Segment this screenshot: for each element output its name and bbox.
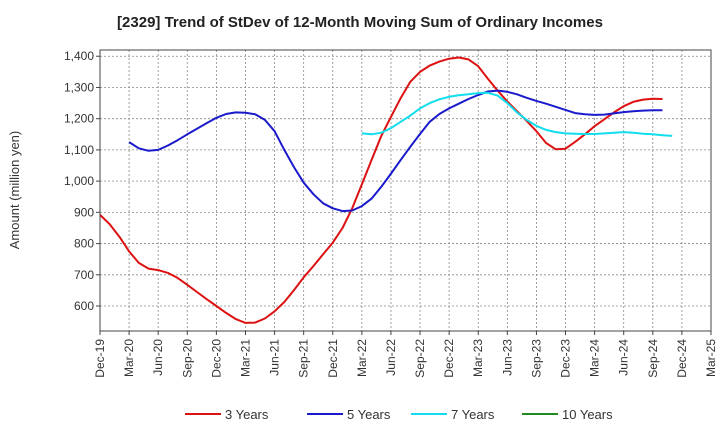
series-line-3-years xyxy=(99,56,663,324)
x-tick-label: Mar-21 xyxy=(238,339,252,377)
y-tick-label: 1,100 xyxy=(64,143,94,157)
x-tick-label: Dec-21 xyxy=(326,339,340,378)
plot-area xyxy=(100,50,711,331)
series-line-5-years xyxy=(128,89,663,213)
x-tick-label: Dec-24 xyxy=(675,339,689,378)
legend: 3 Years 5 Years 7 Years 10 Years xyxy=(185,407,613,422)
x-tick-label: Mar-25 xyxy=(704,339,718,377)
y-tick-label: 800 xyxy=(74,237,94,251)
x-tick-label: Jun-21 xyxy=(268,339,282,376)
y-tick-label: 600 xyxy=(74,299,94,313)
legend-label: 5 Years xyxy=(347,407,391,422)
y-tick-label: 900 xyxy=(74,205,94,219)
x-axis: Dec-19 Mar-20 Jun-20 Sep-20 Dec-20 Mar-21 Jun-… xyxy=(93,331,718,378)
x-tick-label: Mar-24 xyxy=(588,339,602,377)
x-tick-label: Sep-20 xyxy=(180,339,194,378)
x-tick-label: Jun-20 xyxy=(151,339,165,376)
plot-border xyxy=(99,49,712,332)
y-tick-label: 1,400 xyxy=(64,49,94,63)
y-tick-label: 1,200 xyxy=(64,112,94,126)
legend-label: 7 Years xyxy=(451,407,495,422)
x-tick-label: Mar-22 xyxy=(355,339,369,377)
chart-title: [2329] Trend of StDev of 12-Month Moving… xyxy=(117,14,603,31)
y-tick-label: 700 xyxy=(74,268,94,282)
grid-lines xyxy=(100,50,711,331)
x-tick-label: Dec-23 xyxy=(559,339,573,378)
x-tick-label: Mar-20 xyxy=(122,339,136,377)
x-tick-label: Jun-22 xyxy=(384,339,398,376)
legend-label: 10 Years xyxy=(562,407,613,422)
x-tick-label: Dec-19 xyxy=(93,339,107,378)
series-line-7-years xyxy=(361,91,673,137)
y-axis-label: Amount (million yen) xyxy=(7,131,22,250)
x-tick-label: Sep-22 xyxy=(413,339,427,378)
x-tick-label: Mar-23 xyxy=(471,339,485,377)
x-tick-label: Sep-21 xyxy=(297,339,311,378)
y-tick-label: 1,300 xyxy=(64,80,94,94)
y-axis: 600 700 800 900 1,000 1,100 1,200 1,300 1,400 xyxy=(64,49,100,313)
x-tick-label: Dec-22 xyxy=(442,339,456,378)
x-tick-label: Jun-23 xyxy=(500,339,514,376)
x-tick-label: Dec-20 xyxy=(209,339,223,378)
x-tick-label: Sep-23 xyxy=(529,339,543,378)
x-tick-label: Jun-24 xyxy=(617,339,631,376)
x-tick-label: Sep-24 xyxy=(646,339,660,378)
series-lines xyxy=(99,56,673,324)
legend-label: 3 Years xyxy=(225,407,269,422)
y-tick-label: 1,000 xyxy=(64,174,94,188)
